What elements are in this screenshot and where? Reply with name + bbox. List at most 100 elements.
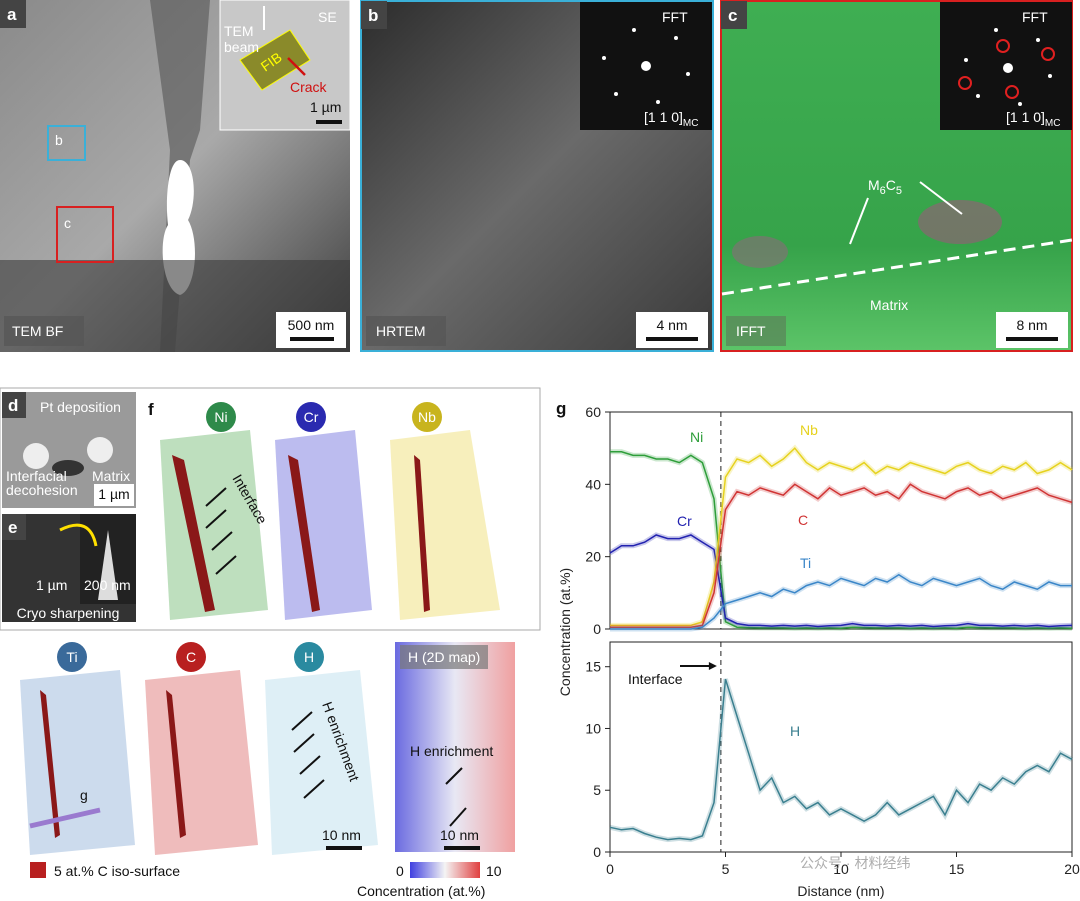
- mode-label: IFFT: [736, 323, 766, 339]
- mode-label: HRTEM: [376, 323, 426, 339]
- precipitate: [732, 236, 788, 268]
- element: Ti: [66, 649, 77, 665]
- atom-map-c: [145, 670, 258, 855]
- panel-label: g: [556, 399, 566, 418]
- series-label: H: [790, 723, 800, 739]
- scale-label: 10 nm: [440, 827, 479, 843]
- superlattice-spots: [958, 39, 1055, 99]
- line-band: [610, 480, 1073, 630]
- panel-label: b: [368, 6, 378, 25]
- x-tick-label: 15: [949, 861, 965, 877]
- series-line: [610, 573, 1072, 630]
- label-box: [721, 1, 747, 29]
- map-enrichment-label: H enrichment: [410, 743, 493, 759]
- x-tick-label: 20: [1064, 861, 1080, 877]
- scale-label: 4 nm: [656, 317, 687, 333]
- atom-map-nb: [390, 430, 500, 620]
- panel-a: SE TEM beam FIB Crack 1 µm b c a TEM BF …: [0, 0, 351, 352]
- box-label: b: [55, 132, 63, 148]
- colorbar-max: 10: [486, 863, 502, 879]
- y-tick-label: 10: [585, 720, 601, 736]
- panel-b: FFT [1 1 0]MC b HRTEM 4 nm: [360, 0, 714, 352]
- series-label: C: [798, 512, 808, 528]
- y-tick-label: 15: [585, 659, 601, 675]
- panel-f: f Ni Cr Nb Ti C H H (2D map) Interface H…: [20, 400, 515, 899]
- scale-box: [996, 312, 1068, 348]
- decohesion-label: decohesion: [6, 482, 78, 498]
- label-box: [726, 316, 786, 346]
- g-vector: [29, 807, 101, 829]
- scale-bar: [290, 337, 334, 341]
- y-tick-label: 60: [585, 404, 601, 420]
- inset-scale: 1 µm: [310, 99, 341, 115]
- series-line: [609, 678, 1073, 841]
- map-title: H (2D map): [408, 649, 480, 665]
- panel-label: f: [148, 400, 154, 419]
- matrix-label: Matrix: [870, 297, 908, 313]
- fib-region: [239, 29, 311, 91]
- interface-line: [721, 238, 1073, 296]
- decohesion: [52, 460, 84, 476]
- scale-bar: [326, 846, 362, 850]
- colorbar-label: Concentration (at.%): [357, 883, 485, 899]
- phase-sub: 6: [880, 185, 886, 197]
- pt-label: Pt deposition: [40, 399, 121, 415]
- label-box: [361, 1, 387, 29]
- panel-label: a: [7, 5, 17, 24]
- phase-label: M6C5: [868, 177, 902, 197]
- caption: Cryo sharpening: [17, 605, 120, 621]
- series-line: [609, 534, 1073, 628]
- scale-label: 10 nm: [322, 827, 361, 843]
- y-tick-label: 0: [593, 621, 601, 637]
- zone-axis: [1 1 0]MC: [1006, 109, 1060, 129]
- mode-label: TEM BF: [12, 323, 63, 339]
- y-tick-label: 40: [585, 476, 601, 492]
- element: Ni: [214, 409, 227, 425]
- panel-label: d: [8, 396, 18, 415]
- element: H: [304, 649, 314, 665]
- scale-label: 500 nm: [288, 317, 335, 333]
- scale-box: [94, 484, 134, 506]
- scale-bar: [444, 846, 480, 850]
- box-label: c: [64, 215, 71, 231]
- inset-se: [219, 0, 351, 131]
- iso-surfaces: [40, 455, 430, 838]
- arrow: [849, 197, 869, 245]
- panel-label: e: [8, 518, 17, 537]
- series-line: [610, 483, 1073, 628]
- arrow: [59, 523, 98, 547]
- pt-deposit: [23, 443, 49, 469]
- scale-bar: [646, 337, 698, 341]
- scale-box: [636, 312, 708, 348]
- label-box: [366, 316, 446, 346]
- zone-sub: MC: [1045, 118, 1061, 129]
- arrow: [287, 57, 306, 76]
- precipitate: [918, 200, 1002, 244]
- scale-label: 1 µm: [98, 486, 129, 502]
- zone-axis: [1 1 0]MC: [644, 109, 698, 129]
- label-box: [400, 645, 488, 669]
- decohesion-label: Interfacial: [6, 468, 67, 484]
- series-line: [610, 447, 1073, 627]
- label-box: [4, 316, 84, 346]
- x-tick-label: 0: [606, 861, 614, 877]
- tip: [98, 530, 118, 600]
- zone: [1 1 0]: [644, 109, 683, 125]
- x-tick-label: 10: [833, 861, 849, 877]
- panel-e: 1 µm 200 nm Cryo sharpening e: [2, 514, 136, 622]
- colorbar-min: 0: [396, 863, 404, 879]
- atom-map-h: [265, 670, 378, 855]
- series-line: [610, 451, 1073, 630]
- box-c: [56, 206, 114, 263]
- g-vector-label: g: [80, 787, 88, 803]
- inset-crack: Crack: [290, 79, 328, 95]
- line-band: [610, 571, 1072, 632]
- arrows: [205, 487, 467, 827]
- inset-beam: beam: [224, 39, 259, 55]
- inset-beam: TEM: [224, 23, 254, 39]
- sphere-labels: [57, 402, 442, 672]
- box-b: [47, 125, 86, 161]
- phase: C: [886, 177, 896, 193]
- series-label: Nb: [800, 422, 818, 438]
